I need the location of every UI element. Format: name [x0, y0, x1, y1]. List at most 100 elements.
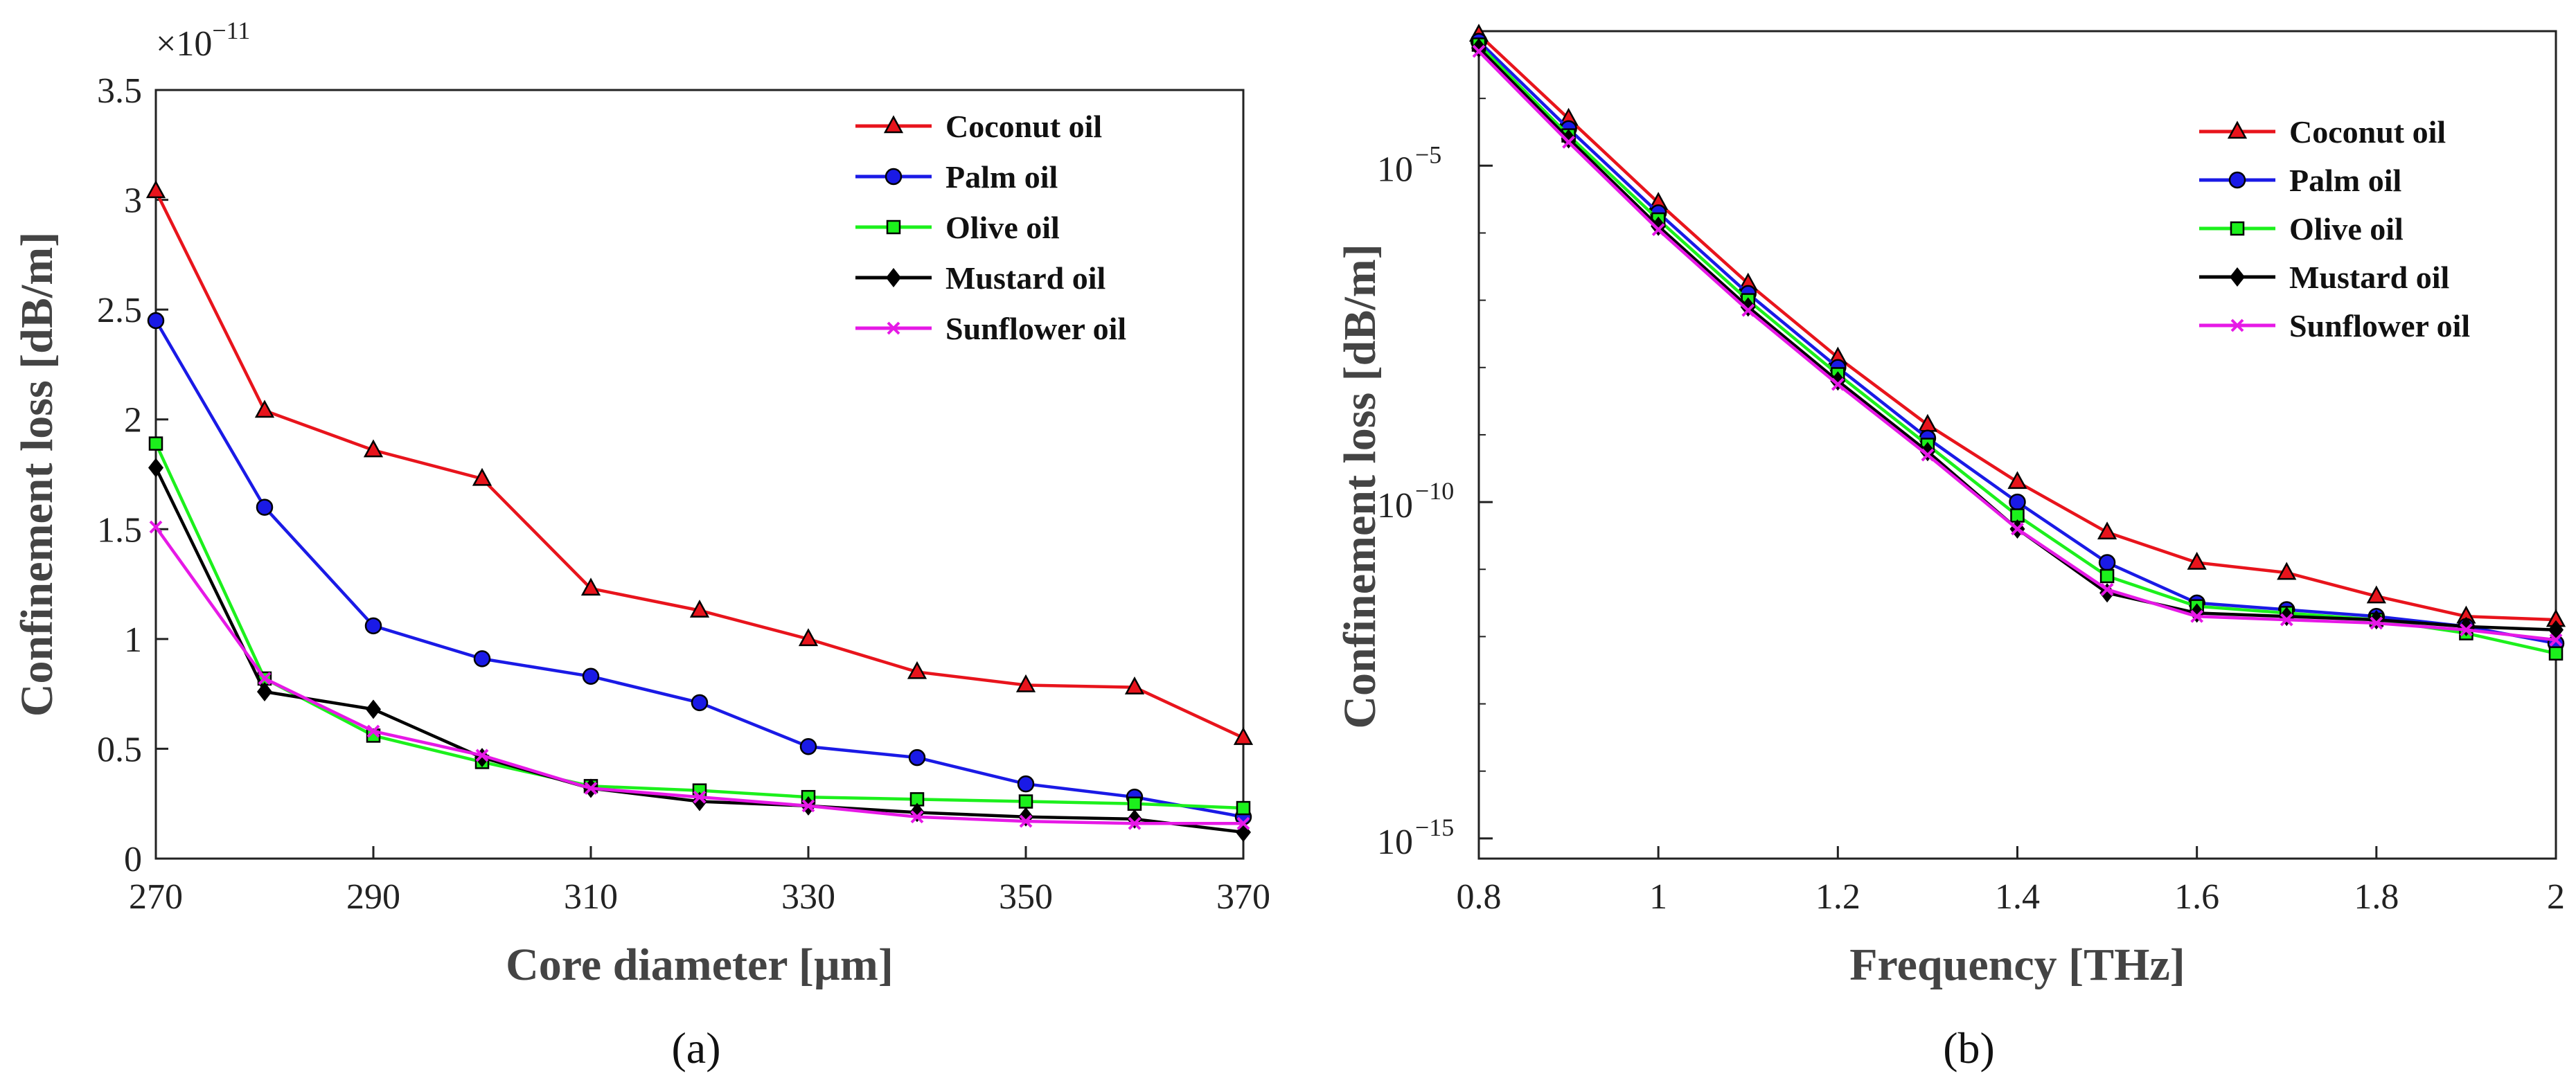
y-tick-label-a-6: 3	[124, 181, 142, 221]
data-point-b-3-1	[1561, 129, 1576, 149]
y-tick-exp-b-2: −15	[1415, 814, 1454, 841]
data-point-a-3-0	[148, 458, 163, 478]
data-point-b-4-6	[2011, 522, 2024, 536]
x-tick-label-a-3: 330	[781, 877, 835, 917]
data-point-b-4-2	[1651, 223, 1665, 237]
data-point-a-4-2	[366, 724, 380, 738]
data-point-b-4-9	[2280, 613, 2293, 627]
x-tick-label-b-6: 2	[2547, 877, 2565, 917]
data-point-b-4-11	[2460, 623, 2473, 637]
plot-frame-b	[1477, 30, 2557, 860]
y-tick-label-a-2: 1	[124, 620, 142, 660]
legend-label-4: Sunflower oil	[2289, 308, 2470, 343]
y-tick-label-b-2: 10	[1377, 823, 1413, 862]
x-tick-label-b-3: 1.4	[1995, 877, 2040, 917]
legend-label-2: Olive oil	[945, 210, 1060, 245]
data-point-b-0-5	[1917, 413, 1938, 432]
data-point-b-4-4	[1831, 377, 1845, 391]
legend-marker-0	[883, 115, 904, 134]
y-tick-base: 10	[1377, 486, 1413, 526]
legend-marker-0	[2227, 120, 2248, 139]
data-point-a-1-5	[691, 694, 709, 712]
data-point-b-4-10	[2370, 616, 2383, 630]
data-point-a-4-6	[801, 799, 815, 813]
y-multiplier-base: ×10	[156, 24, 212, 64]
series-line-a-3	[154, 467, 1244, 834]
y-multiplier-a: ×10−11	[156, 17, 250, 64]
series-line-a-4	[154, 526, 1243, 825]
data-point-b-4-0	[1472, 44, 1486, 58]
data-point-a-0-2	[363, 439, 384, 458]
data-point-a-3-1	[257, 681, 272, 701]
data-point-b-0-10	[2366, 585, 2386, 604]
legend-marker-1	[885, 168, 903, 186]
y-axis-label-b: Confinement loss [dB/m]	[1335, 244, 1385, 728]
data-point-a-0-4	[580, 577, 601, 596]
data-point-a-0-10	[1233, 726, 1254, 745]
y-tick-label-a-7: 3.5	[97, 71, 142, 111]
data-point-a-2-10	[1236, 800, 1251, 816]
legend-label-3: Mustard oil	[945, 260, 1105, 296]
x-tick-label-a-5: 370	[1216, 877, 1270, 917]
data-point-a-1-7	[908, 748, 926, 766]
data-point-a-1-0	[147, 312, 165, 330]
data-point-b-4-12	[2549, 633, 2563, 647]
data-point-a-0-1	[254, 400, 275, 418]
y-tick-exp-b-0: −5	[1415, 141, 1441, 168]
series-line-a-1	[154, 319, 1244, 818]
data-point-b-4-1	[1562, 135, 1575, 149]
data-point-a-1-3	[473, 650, 491, 667]
legend-marker-3	[2230, 267, 2245, 287]
y-tick-label-b-1: 10	[1377, 486, 1413, 526]
x-tick-label-b-0: 0.8	[1457, 877, 1502, 917]
data-point-a-4-10	[1236, 816, 1250, 830]
legend-label-3: Mustard oil	[2289, 260, 2449, 295]
chart-a: 270 290 310 330 350 370 0 0.5 1 1.5 2 2.5 3 3.5 ×10−11…	[12, 17, 1270, 1073]
data-point-b-0-6	[2007, 471, 2027, 490]
legend-label-1: Palm oil	[945, 159, 1058, 195]
legend-marker-4	[887, 321, 900, 335]
x-tick-label-b-5: 1.8	[2354, 877, 2399, 917]
data-point-a-2-8	[1018, 794, 1033, 809]
data-point-a-4-8	[1019, 814, 1033, 828]
data-point-a-1-6	[799, 738, 817, 755]
data-point-b-4-7	[2100, 582, 2114, 596]
data-point-a-0-8	[1015, 674, 1036, 692]
legend-marker-4	[2230, 319, 2244, 332]
data-point-a-0-0	[145, 180, 166, 199]
y-tick-label-a-5: 2.5	[97, 291, 142, 330]
data-point-a-4-9	[1128, 816, 1142, 830]
data-point-b-1-6	[2009, 493, 2026, 511]
data-point-b-3-0	[1471, 38, 1486, 58]
legend-label-0: Coconut oil	[2289, 114, 2446, 150]
y-tick-label-a-0: 0	[124, 840, 142, 879]
panel-label-a: (a)	[671, 1023, 720, 1073]
data-point-a-4-3	[475, 748, 489, 762]
plot-frame-a	[154, 89, 1245, 860]
data-point-a-2-9	[1127, 796, 1142, 811]
y-tick-label-a-1: 0.5	[97, 730, 142, 769]
y-tick-label-b-0: 10	[1377, 150, 1413, 189]
y-tick-label-a-3: 1.5	[97, 510, 142, 550]
data-point-a-0-9	[1124, 676, 1145, 694]
data-point-a-3-2	[366, 699, 381, 719]
data-point-a-4-7	[910, 810, 924, 824]
data-point-a-1-2	[364, 617, 382, 635]
data-point-a-0-7	[907, 661, 927, 679]
data-point-b-0-7	[2097, 521, 2117, 540]
y-tick-label-a-4: 2	[124, 401, 142, 440]
x-tick-label-a-2: 310	[564, 877, 618, 917]
data-point-a-1-4	[582, 667, 600, 685]
data-point-a-4-0	[149, 520, 163, 534]
data-point-a-1-8	[1017, 775, 1035, 793]
x-tick-label-b-4: 1.6	[2174, 877, 2219, 917]
x-tick-label-a-4: 350	[999, 877, 1053, 917]
data-point-a-4-5	[693, 790, 707, 804]
x-tick-label-a-0: 270	[129, 877, 183, 917]
data-point-a-0-5	[689, 600, 710, 618]
y-tick-base: 10	[1377, 150, 1413, 189]
legend-label-1: Palm oil	[2289, 163, 2401, 198]
data-point-a-0-6	[798, 628, 819, 647]
